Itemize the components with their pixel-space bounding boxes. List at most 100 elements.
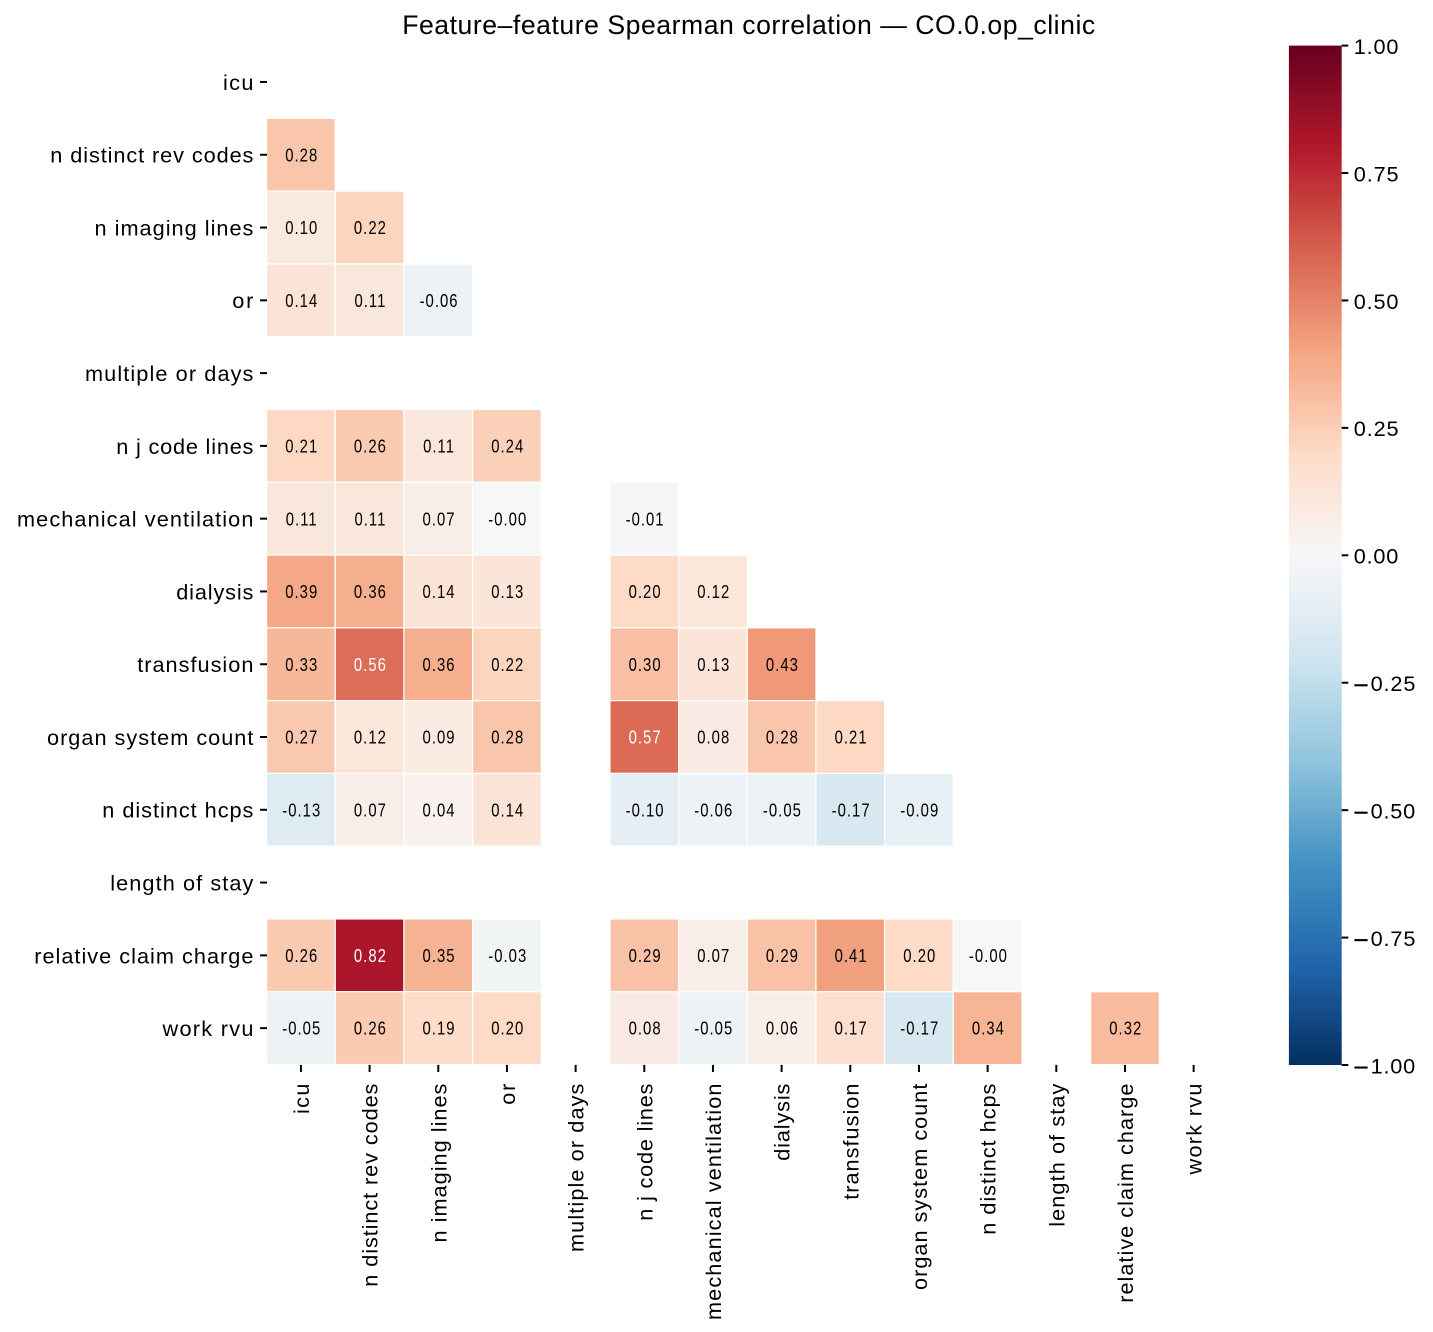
- svg-text:or: or: [495, 1084, 520, 1105]
- svg-text:relative claim charge: relative claim charge: [34, 943, 253, 968]
- svg-text:0.43: 0.43: [766, 654, 799, 675]
- svg-text:dialysis: dialysis: [770, 1083, 795, 1160]
- svg-text:0.29: 0.29: [766, 945, 799, 966]
- svg-text:0.07: 0.07: [423, 509, 456, 530]
- svg-text:0.26: 0.26: [285, 945, 318, 966]
- svg-text:0.24: 0.24: [491, 436, 524, 457]
- svg-text:-0.01: -0.01: [626, 509, 665, 530]
- svg-text:0.20: 0.20: [491, 1018, 524, 1039]
- svg-text:-0.06: -0.06: [694, 800, 733, 821]
- svg-text:0.11: 0.11: [354, 509, 386, 530]
- svg-text:organ system count: organ system count: [47, 725, 253, 750]
- svg-text:0.17: 0.17: [835, 1018, 868, 1039]
- svg-text:0.19: 0.19: [423, 1018, 456, 1039]
- svg-text:0.35: 0.35: [423, 945, 456, 966]
- svg-text:0.07: 0.07: [697, 945, 730, 966]
- svg-text:1.00: 1.00: [1354, 34, 1399, 59]
- svg-text:0.13: 0.13: [697, 654, 730, 675]
- svg-text:transfusion: transfusion: [137, 652, 253, 677]
- svg-text:0.21: 0.21: [285, 436, 318, 457]
- svg-text:0.11: 0.11: [354, 290, 386, 311]
- svg-text:0.29: 0.29: [629, 945, 662, 966]
- svg-text:0.08: 0.08: [629, 1018, 662, 1039]
- svg-text:0.25: 0.25: [1354, 416, 1399, 441]
- svg-text:work rvu: work rvu: [1182, 1084, 1207, 1176]
- svg-text:0.50: 0.50: [1371, 798, 1416, 823]
- svg-text:mechanical ventilation: mechanical ventilation: [701, 1084, 726, 1320]
- svg-text:-0.00: -0.00: [488, 509, 527, 530]
- svg-text:dialysis: dialysis: [176, 579, 253, 604]
- svg-text:n distinct rev codes: n distinct rev codes: [50, 143, 253, 168]
- svg-text:-0.05: -0.05: [694, 1018, 733, 1039]
- svg-text:0.04: 0.04: [423, 800, 456, 821]
- svg-text:0.12: 0.12: [354, 727, 387, 748]
- svg-text:0.14: 0.14: [491, 800, 524, 821]
- svg-text:0.12: 0.12: [697, 581, 730, 602]
- svg-text:work rvu: work rvu: [162, 1016, 254, 1041]
- svg-text:n distinct hcps: n distinct hcps: [102, 798, 253, 823]
- svg-text:length of stay: length of stay: [1044, 1083, 1069, 1226]
- svg-text:0.13: 0.13: [491, 581, 524, 602]
- svg-text:0.57: 0.57: [629, 727, 662, 748]
- svg-text:0.21: 0.21: [835, 727, 868, 748]
- svg-text:0.06: 0.06: [766, 1018, 799, 1039]
- svg-text:-0.06: -0.06: [420, 290, 459, 311]
- svg-text:0.09: 0.09: [423, 727, 456, 748]
- svg-text:0.25: 0.25: [1371, 671, 1416, 696]
- svg-text:0.39: 0.39: [285, 581, 318, 602]
- svg-text:0.75: 0.75: [1354, 161, 1399, 186]
- svg-text:-0.09: -0.09: [900, 800, 939, 821]
- svg-text:icu: icu: [289, 1084, 314, 1114]
- svg-text:-0.05: -0.05: [763, 800, 802, 821]
- svg-text:0.41: 0.41: [835, 945, 868, 966]
- svg-text:-0.13: -0.13: [282, 800, 321, 821]
- svg-text:0.30: 0.30: [629, 654, 662, 675]
- svg-text:0.20: 0.20: [629, 581, 662, 602]
- svg-text:-0.17: -0.17: [900, 1018, 939, 1039]
- svg-text:n j code lines: n j code lines: [632, 1083, 657, 1220]
- svg-text:0.36: 0.36: [354, 581, 387, 602]
- svg-text:0.82: 0.82: [354, 945, 387, 966]
- svg-text:Feature–feature Spearman corre: Feature–feature Spearman correlation — C…: [402, 10, 1095, 40]
- svg-text:n imaging lines: n imaging lines: [95, 215, 254, 240]
- svg-text:mechanical ventilation: mechanical ventilation: [17, 507, 253, 532]
- svg-text:0.28: 0.28: [285, 145, 318, 166]
- svg-text:0.36: 0.36: [423, 654, 456, 675]
- svg-text:0.27: 0.27: [285, 727, 318, 748]
- svg-text:0.33: 0.33: [285, 654, 318, 675]
- svg-text:0.26: 0.26: [354, 436, 387, 457]
- svg-text:transfusion: transfusion: [838, 1084, 863, 1200]
- svg-text:0.11: 0.11: [423, 436, 455, 457]
- svg-text:-0.00: -0.00: [969, 945, 1008, 966]
- svg-text:0.75: 0.75: [1371, 926, 1416, 951]
- svg-text:or: or: [232, 288, 253, 313]
- svg-text:0.20: 0.20: [903, 945, 936, 966]
- svg-text:-0.05: -0.05: [282, 1018, 321, 1039]
- svg-text:multiple or days: multiple or days: [564, 1083, 589, 1252]
- svg-text:0.10: 0.10: [285, 218, 318, 239]
- svg-text:0.28: 0.28: [766, 727, 799, 748]
- svg-text:-0.03: -0.03: [488, 945, 527, 966]
- svg-text:0.50: 0.50: [1354, 289, 1399, 314]
- svg-text:relative claim charge: relative claim charge: [1113, 1084, 1138, 1303]
- svg-text:0.28: 0.28: [491, 727, 524, 748]
- svg-text:0.00: 0.00: [1354, 544, 1399, 569]
- svg-text:n distinct rev codes: n distinct rev codes: [358, 1083, 383, 1286]
- svg-text:0.11: 0.11: [286, 509, 318, 530]
- svg-text:-0.10: -0.10: [626, 800, 665, 821]
- svg-text:0.32: 0.32: [1109, 1018, 1142, 1039]
- svg-text:0.14: 0.14: [285, 290, 318, 311]
- svg-text:organ system count: organ system count: [907, 1084, 932, 1290]
- svg-text:multiple or days: multiple or days: [85, 361, 254, 386]
- svg-text:0.56: 0.56: [354, 654, 387, 675]
- svg-text:n imaging lines: n imaging lines: [426, 1083, 451, 1242]
- svg-text:-0.17: -0.17: [832, 800, 871, 821]
- svg-text:0.08: 0.08: [697, 727, 730, 748]
- svg-text:n j code lines: n j code lines: [116, 434, 253, 459]
- svg-text:0.26: 0.26: [354, 1018, 387, 1039]
- svg-text:0.14: 0.14: [423, 581, 456, 602]
- svg-text:0.07: 0.07: [354, 800, 387, 821]
- svg-text:icu: icu: [223, 70, 253, 95]
- svg-text:n distinct hcps: n distinct hcps: [976, 1083, 1001, 1234]
- svg-text:0.34: 0.34: [972, 1018, 1005, 1039]
